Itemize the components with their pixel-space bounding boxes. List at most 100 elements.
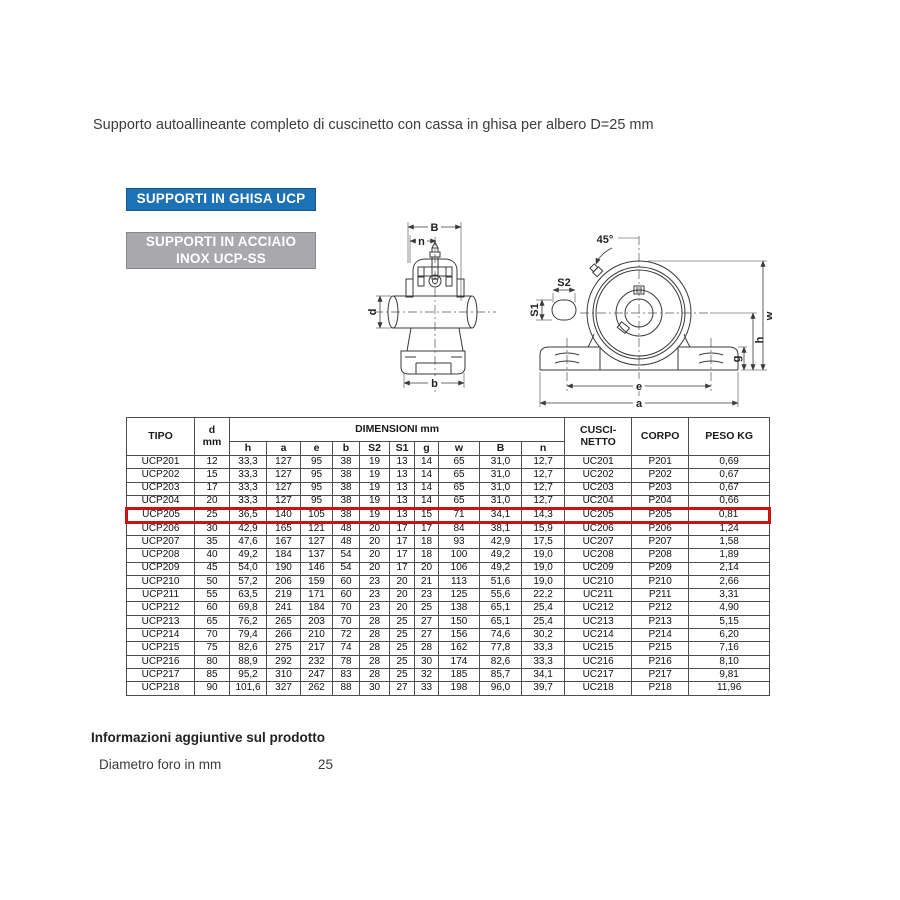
table-cell: 20 [389,574,415,590]
table-cell: 47,6 [229,534,267,550]
col-header-h: h [229,441,267,456]
table-cell: 45 [194,561,230,576]
table-cell: UCP216 [126,654,195,669]
table-cell: 65 [438,468,480,483]
table-cell: 20 [389,588,415,603]
table-cell: P202 [631,468,690,483]
table-cell: 15 [414,507,439,524]
table-cell: 85 [194,667,230,683]
table-cell: UC207 [564,534,633,550]
bearing-housing [405,256,465,298]
table-cell: 113 [438,574,480,590]
inox-ucpss-button[interactable]: SUPPORTI IN ACCIAIO INOX UCP-SS [126,232,316,269]
col-header-tipo: TIPO [126,417,195,456]
col-header-d-line2: mm [202,435,222,448]
table-cell: 34,1 [520,667,566,683]
table-cell: 28 [359,614,390,630]
table-cell: 262 [300,681,333,696]
table-cell: 79,4 [229,628,267,643]
table-cell: 165 [266,521,301,536]
table-cell: 38 [332,481,360,496]
table-cell: 19 [359,468,390,483]
table-cell: 33,3 [520,654,566,669]
table-cell: 14 [414,468,439,483]
table-cell: 140 [266,507,301,524]
table-cell: 54 [332,561,360,576]
table-cell: UCP207 [126,534,195,550]
table-cell: 23 [359,601,390,616]
table-cell: 150 [438,614,480,630]
table-cell: 28 [414,641,439,656]
table-cell: 70 [332,614,360,630]
table-cell: UC215 [564,641,633,656]
table-cell: 28 [359,654,390,669]
dimension-e: e [566,379,712,393]
inox-ucpss-button-label-line2: INOX UCP-SS [176,250,266,266]
dimension-S2: S2 [552,277,576,302]
dimension-b: b [403,373,465,390]
table-row: UCP202 15 33,3 127 95 38 19 13 14 65 31,0 12,7 UC202… [126,468,771,483]
table-cell: 1,24 [688,521,771,536]
table-cell: 28 [359,667,390,683]
table-cell: UCP213 [126,614,195,630]
table-cell: UC218 [564,681,633,696]
table-cell: 88,9 [229,654,267,669]
table-cell: P218 [631,681,690,696]
table-body: UCP201 12 33,3 127 95 38 19 13 14 65 31,0 12,7 UC201… [125,454,772,696]
table-cell: 85,7 [479,667,522,683]
table-cell: 36,5 [229,507,267,524]
table-cell: 25 [389,641,415,656]
table-cell: 42,9 [229,521,267,536]
col-header-dimensioni: DIMENSIONI mm [228,417,566,442]
table-cell: P209 [631,561,690,576]
table-cell: P213 [631,614,690,630]
table-cell: 28 [359,641,390,656]
table-cell: 72 [332,628,360,643]
table-cell: 38 [332,507,360,524]
table-cell: 96,0 [479,681,522,696]
table-cell: 275 [266,641,301,656]
table-cell: 206 [266,574,301,590]
table-cell: UCP218 [126,681,195,696]
table-cell: P212 [631,601,690,616]
table-row: UCP208 40 49,2 184 137 54 20 17 18 100 49,2 19,0 UC2… [126,548,771,563]
table-cell: 28 [359,628,390,643]
table-cell: UCP206 [126,521,195,536]
table-cell: 217 [300,641,333,656]
table-cell: UC211 [564,588,633,603]
table-cell: 33 [414,681,439,696]
table-cell: 88 [332,681,360,696]
table-cell: 17 [389,548,415,563]
table-cell: 49,2 [479,548,522,563]
table-cell: 30 [194,521,230,536]
table-cell: 57,2 [229,574,267,590]
table-cell: 65,1 [479,601,522,616]
inox-ucpss-button-label-line1: SUPPORTI IN ACCIAIO [145,233,297,249]
table-cell: 0,81 [688,507,772,524]
dimensions-table: TIPO d mm DIMENSIONI mm CUSCI- NETTO COR… [125,417,772,696]
table-cell: 1,89 [688,548,771,563]
table-cell: 184 [266,548,301,563]
table-cell: 30 [414,654,439,669]
table-cell: 20 [389,601,415,616]
table-cell: UC217 [564,667,633,683]
table-cell: 0,66 [688,494,771,510]
table-cell: 190 [266,561,301,576]
table-cell: 138 [438,601,480,616]
ghisa-ucp-button[interactable]: SUPPORTI IN GHISA UCP [126,188,316,211]
table-cell: 327 [266,681,301,696]
dim-label-B: B [431,222,439,234]
table-cell: UC216 [564,654,633,669]
table-cell: 19 [359,494,390,510]
dim-label-S1: S1 [529,303,541,316]
table-cell: 82,6 [479,654,522,669]
table-cell: 121 [300,521,333,536]
table-cell: 20 [359,561,390,576]
col-header-B: B [479,441,522,456]
table-cell: 127 [266,454,301,470]
table-row: UCP215 75 82,6 275 217 74 28 25 28 162 77,8 33,3 UC2… [126,641,771,656]
table-cell: UCP209 [126,561,195,576]
table-cell: UC209 [564,561,633,576]
table-cell: 38 [332,454,360,470]
table-cell: 30 [359,681,390,696]
